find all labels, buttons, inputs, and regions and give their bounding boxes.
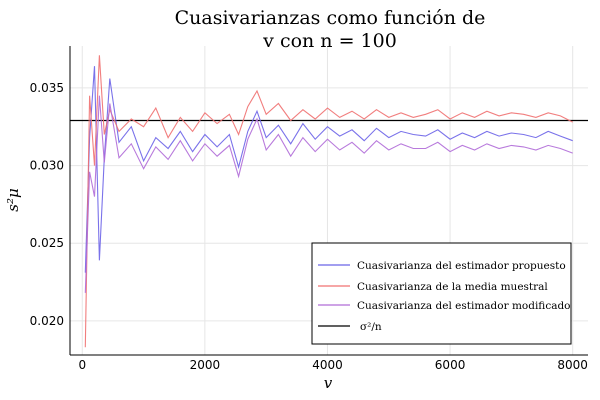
- y-axis-label: s²μ: [4, 188, 22, 211]
- x-tick-label: 2000: [190, 358, 221, 372]
- y-tick-labels: 0.020 0.025 0.030 0.035: [30, 81, 64, 328]
- legend-label-reference: σ²/n: [360, 321, 382, 333]
- y-tick-label: 0.025: [30, 236, 64, 250]
- y-tick-label: 0.035: [30, 81, 64, 95]
- series-line-1: [84, 55, 573, 348]
- x-axis-label: v: [324, 374, 333, 392]
- legend: Cuasivarianza del estimador propuesto Cua…: [311, 242, 572, 345]
- x-tick-label: 4000: [312, 358, 343, 372]
- y-tick-label: 0.030: [30, 159, 64, 173]
- legend-label-0: Cuasivarianza del estimador propuesto: [357, 260, 566, 272]
- legend-box: [311, 242, 572, 345]
- legend-items: Cuasivarianza del estimador propuesto Cua…: [318, 260, 571, 333]
- legend-label-2: Cuasivarianza del estimador modificado: [357, 300, 571, 312]
- x-tick-label: 0: [78, 358, 86, 372]
- x-tick-labels: 0 2000 4000 6000 8000: [78, 358, 588, 372]
- x-tick-label: 6000: [435, 358, 466, 372]
- x-tick-label: 8000: [557, 358, 588, 372]
- series-line-0: [84, 66, 573, 273]
- legend-label-1: Cuasivarianza de la media muestral: [357, 281, 548, 293]
- y-tick-label: 0.020: [30, 314, 64, 328]
- chart-title-line-2: v con n = 100: [262, 30, 397, 52]
- chart-title-line-1: Cuasivarianzas como función de: [175, 7, 486, 29]
- series-line-2: [84, 95, 573, 293]
- axes: [69, 46, 588, 356]
- series-layer: [84, 55, 573, 348]
